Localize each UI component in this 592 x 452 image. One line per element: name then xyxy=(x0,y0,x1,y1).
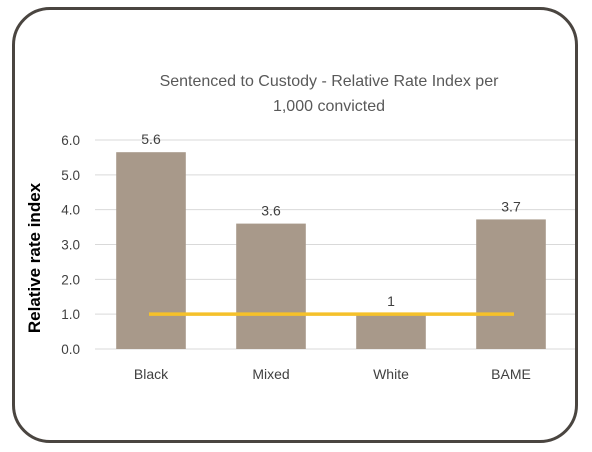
chart-title-line-2: 1,000 convicted xyxy=(273,98,385,115)
chart-title: Sentenced to Custody - Relative Rate Ind… xyxy=(160,73,500,115)
data-label: 5.6 xyxy=(141,131,161,147)
bar-bame xyxy=(476,219,546,349)
y-tick-label: 5.0 xyxy=(61,168,80,183)
data-label: 1 xyxy=(387,293,395,309)
y-axis-label: Relative rate index xyxy=(25,182,44,333)
x-axis-categories: Black Mixed White BAME xyxy=(134,366,531,382)
bar-mixed xyxy=(236,223,306,349)
y-tick-label: 6.0 xyxy=(61,133,80,148)
data-label: 3.6 xyxy=(261,203,281,219)
y-tick-label: 3.0 xyxy=(61,238,80,253)
x-category-label: BAME xyxy=(491,366,531,382)
data-label: 3.7 xyxy=(501,198,521,214)
y-tick-label: 0.0 xyxy=(61,342,80,357)
x-category-label: Black xyxy=(134,366,169,382)
x-category-label: Mixed xyxy=(252,366,289,382)
bar-black xyxy=(116,152,186,349)
bar-white xyxy=(356,314,426,349)
chart-title-line-1: Sentenced to Custody - Relative Rate Ind… xyxy=(160,73,500,90)
bars xyxy=(116,152,546,349)
x-category-label: White xyxy=(373,366,409,382)
y-tick-label: 4.0 xyxy=(61,203,80,218)
y-tick-label: 2.0 xyxy=(61,272,80,287)
y-tick-label: 1.0 xyxy=(61,307,80,322)
data-labels: 5.6 3.6 1 3.7 xyxy=(141,131,521,309)
y-axis-ticks: 0.0 1.0 2.0 3.0 4.0 5.0 6.0 xyxy=(61,133,80,357)
